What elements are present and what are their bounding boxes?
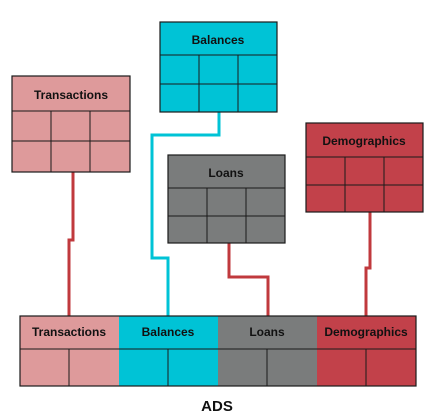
table-loans-title: Loans xyxy=(208,166,244,180)
table-transactions-title: Transactions xyxy=(34,88,108,102)
table-balances-title: Balances xyxy=(192,33,245,47)
table-balances-header xyxy=(160,22,277,55)
table-transactions-header xyxy=(12,76,130,111)
ads-label: ADS xyxy=(201,398,233,415)
ads-column-transactions-title: Transactions xyxy=(32,325,106,339)
ads-column-balances-title: Balances xyxy=(142,325,195,339)
table-demographics-header xyxy=(306,123,423,157)
table-loans-header xyxy=(168,155,285,188)
table-balances: Balances xyxy=(159,21,278,113)
connector-loans xyxy=(227,243,270,316)
table-loans: Loans xyxy=(167,154,286,244)
connectors xyxy=(67,112,372,316)
table-transactions: Transactions xyxy=(11,75,131,173)
connector-transactions xyxy=(67,172,75,316)
ads-table: Transactions Balances Loans Demographics xyxy=(19,315,417,387)
table-demographics-title: Demographics xyxy=(322,134,406,148)
table-demographics: Demographics xyxy=(305,122,424,213)
connector-demographics xyxy=(364,212,372,316)
ads-column-demographics-title: Demographics xyxy=(324,325,408,339)
connector-balances xyxy=(150,112,221,316)
ads-column-loans-title: Loans xyxy=(249,325,285,339)
